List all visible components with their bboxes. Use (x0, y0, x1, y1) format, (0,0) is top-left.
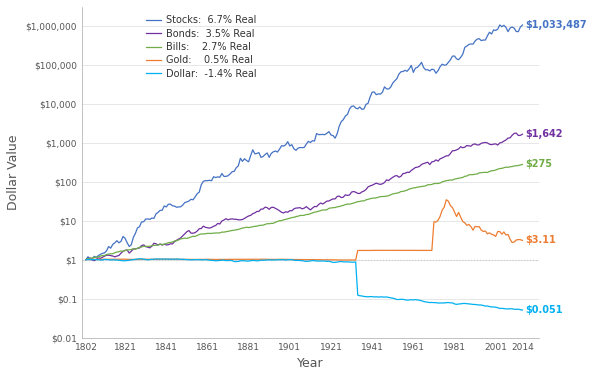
Stocks:  6.7% Real: (1.8e+03, 0.983): 6.7% Real: (1.8e+03, 0.983) (87, 257, 94, 262)
Dollar:  -1.4% Real: (1.84e+03, 1.04): -1.4% Real: (1.84e+03, 1.04) (165, 257, 172, 261)
Bonds:  3.5% Real: (2.01e+03, 1.64e+03): 3.5% Real: (2.01e+03, 1.64e+03) (519, 132, 526, 136)
Bills:    2.7% Real: (1.91e+03, 13.5): 2.7% Real: (1.91e+03, 13.5) (299, 213, 306, 218)
Gold:    0.5% Real: (1.86e+03, 1.01): 0.5% Real: (1.86e+03, 1.01) (200, 257, 207, 262)
Gold:    0.5% Real: (1.81e+03, 1.01): 0.5% Real: (1.81e+03, 1.01) (95, 257, 102, 262)
Dollar:  -1.4% Real: (1.91e+03, 0.914): -1.4% Real: (1.91e+03, 0.914) (301, 259, 308, 264)
Bonds:  3.5% Real: (1.85e+03, 5.56): 3.5% Real: (1.85e+03, 5.56) (185, 228, 192, 233)
Text: $3.11: $3.11 (526, 235, 556, 245)
Stocks:  6.7% Real: (1.91e+03, 750): 6.7% Real: (1.91e+03, 750) (301, 145, 308, 150)
Stocks:  6.7% Real: (1.81e+03, 1.36): 6.7% Real: (1.81e+03, 1.36) (97, 252, 104, 257)
Text: $0.051: $0.051 (526, 305, 563, 315)
Dollar:  -1.4% Real: (1.85e+03, 0.996): -1.4% Real: (1.85e+03, 0.996) (185, 257, 192, 262)
Bonds:  3.5% Real: (1.81e+03, 0.94): 3.5% Real: (1.81e+03, 0.94) (91, 258, 98, 263)
Stocks:  6.7% Real: (1.85e+03, 31.7): 6.7% Real: (1.85e+03, 31.7) (185, 199, 192, 203)
Bonds:  3.5% Real: (1.88e+03, 10.5): 3.5% Real: (1.88e+03, 10.5) (235, 218, 242, 222)
Stocks:  6.7% Real: (1.86e+03, 106): 6.7% Real: (1.86e+03, 106) (202, 178, 209, 183)
Stocks:  6.7% Real: (1.88e+03, 253): 6.7% Real: (1.88e+03, 253) (235, 164, 242, 168)
Line: Dollar:  -1.4% Real: Dollar: -1.4% Real (86, 259, 523, 310)
Dollar:  -1.4% Real: (1.81e+03, 0.995): -1.4% Real: (1.81e+03, 0.995) (95, 257, 102, 262)
Bonds:  3.5% Real: (1.81e+03, 1.08): 3.5% Real: (1.81e+03, 1.08) (97, 256, 104, 261)
Bills:    2.7% Real: (1.88e+03, 5.81): 2.7% Real: (1.88e+03, 5.81) (233, 228, 240, 232)
Stocks:  6.7% Real: (2e+03, 1.04e+06): 6.7% Real: (2e+03, 1.04e+06) (496, 23, 503, 27)
Gold:    0.5% Real: (1.85e+03, 1.01): 0.5% Real: (1.85e+03, 1.01) (184, 257, 191, 262)
Bills:    2.7% Real: (2.01e+03, 275): 2.7% Real: (2.01e+03, 275) (519, 162, 526, 167)
Gold:    0.5% Real: (1.91e+03, 1): 0.5% Real: (1.91e+03, 1) (299, 257, 306, 262)
Bills:    2.7% Real: (1.84e+03, 2.59): 2.7% Real: (1.84e+03, 2.59) (163, 241, 170, 246)
Bills:    2.7% Real: (1.81e+03, 1.16): 2.7% Real: (1.81e+03, 1.16) (95, 255, 102, 259)
Bonds:  3.5% Real: (2.01e+03, 1.75e+03): 3.5% Real: (2.01e+03, 1.75e+03) (513, 131, 520, 135)
Line: Bonds:  3.5% Real: Bonds: 3.5% Real (86, 133, 523, 261)
Stocks:  6.7% Real: (1.84e+03, 26.3): 6.7% Real: (1.84e+03, 26.3) (165, 202, 172, 207)
Dollar:  -1.4% Real: (1.86e+03, 0.999): -1.4% Real: (1.86e+03, 0.999) (202, 257, 209, 262)
Y-axis label: Dollar Value: Dollar Value (7, 135, 20, 210)
Bonds:  3.5% Real: (1.84e+03, 2.41): 3.5% Real: (1.84e+03, 2.41) (165, 242, 172, 247)
Gold:    0.5% Real: (2.01e+03, 3.11): 0.5% Real: (2.01e+03, 3.11) (519, 238, 526, 243)
Legend: Stocks:  6.7% Real, Bonds:  3.5% Real, Bills:    2.7% Real, Gold:    0.5% Real, : Stocks: 6.7% Real, Bonds: 3.5% Real, Bil… (146, 15, 256, 79)
Text: $275: $275 (526, 159, 552, 169)
Line: Bills:    2.7% Real: Bills: 2.7% Real (86, 164, 523, 260)
Stocks:  6.7% Real: (2.01e+03, 1.03e+06): 6.7% Real: (2.01e+03, 1.03e+06) (519, 23, 526, 27)
Bills:    2.7% Real: (1.86e+03, 4.58): 2.7% Real: (1.86e+03, 4.58) (200, 231, 207, 236)
Dollar:  -1.4% Real: (2.01e+03, 0.051): -1.4% Real: (2.01e+03, 0.051) (519, 308, 526, 312)
Gold:    0.5% Real: (1.93e+03, 0.977): 0.5% Real: (1.93e+03, 0.977) (340, 258, 347, 262)
Bills:    2.7% Real: (1.8e+03, 1): 2.7% Real: (1.8e+03, 1) (83, 257, 90, 262)
Text: $1,033,487: $1,033,487 (526, 20, 587, 30)
Gold:    0.5% Real: (1.98e+03, 34.2): 0.5% Real: (1.98e+03, 34.2) (443, 198, 450, 202)
Text: $1,642: $1,642 (526, 129, 563, 139)
Gold:    0.5% Real: (1.88e+03, 1.01): 0.5% Real: (1.88e+03, 1.01) (233, 257, 240, 262)
Dollar:  -1.4% Real: (1.83e+03, 1.05): -1.4% Real: (1.83e+03, 1.05) (138, 257, 145, 261)
Bonds:  3.5% Real: (1.91e+03, 20.9): 3.5% Real: (1.91e+03, 20.9) (301, 206, 308, 210)
Line: Gold:    0.5% Real: Gold: 0.5% Real (86, 200, 523, 260)
Gold:    0.5% Real: (1.84e+03, 1.03): 0.5% Real: (1.84e+03, 1.03) (163, 257, 170, 261)
Bonds:  3.5% Real: (1.8e+03, 1): 3.5% Real: (1.8e+03, 1) (83, 257, 90, 262)
Dollar:  -1.4% Real: (1.88e+03, 0.898): -1.4% Real: (1.88e+03, 0.898) (235, 259, 242, 264)
Line: Stocks:  6.7% Real: Stocks: 6.7% Real (86, 25, 523, 260)
Dollar:  -1.4% Real: (1.8e+03, 1): -1.4% Real: (1.8e+03, 1) (83, 257, 90, 262)
Bonds:  3.5% Real: (1.86e+03, 6.73): 3.5% Real: (1.86e+03, 6.73) (202, 225, 209, 230)
Bills:    2.7% Real: (1.85e+03, 3.5): 2.7% Real: (1.85e+03, 3.5) (184, 236, 191, 241)
X-axis label: Year: Year (297, 357, 324, 370)
Gold:    0.5% Real: (1.8e+03, 1): 0.5% Real: (1.8e+03, 1) (83, 257, 90, 262)
Stocks:  6.7% Real: (1.8e+03, 1): 6.7% Real: (1.8e+03, 1) (83, 257, 90, 262)
